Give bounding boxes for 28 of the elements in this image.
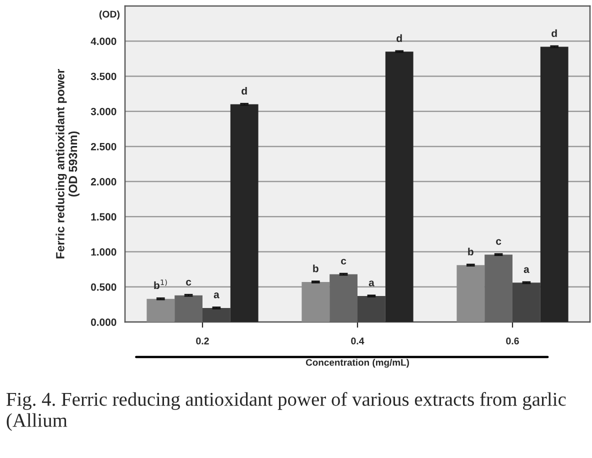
annotation: d [242,86,247,95]
annotation: a [214,292,220,298]
x-tick-label: 0.4 [351,338,364,344]
annotation: a [368,280,374,286]
y-tick-label: 4.000 [90,38,116,45]
annotation: d [396,34,402,42]
annotation: c [496,239,502,245]
caption: Fig. 4. Ferric reducing antioxidant power of various extracts from garlic (Allium [6,392,566,431]
y-tick-label: 3.000 [90,108,116,116]
x-tick-label: 0.2 [196,338,209,344]
annotation: c [341,258,346,265]
y-tick-label: 1.000 [91,248,116,256]
y-tick-label: 0.500 [91,283,116,291]
annotation: d [552,29,557,38]
annotation: b [313,264,318,272]
annotation: b$^{1)}$ [154,279,167,290]
y-axis-title: Ferric reducing antioxidant power (OD 593nm) [56,69,80,258]
x-axis-title: Concentration (mg/mL) [306,358,409,368]
y-tick-label: 2.000 [90,178,116,186]
annotation: a [524,267,530,273]
y-tick-label: 3.500 [90,72,116,80]
x-tick-label: 0.6 [506,338,519,344]
annotation: c [186,280,192,286]
text: (OD) [99,10,120,20]
y-tick-label: 2.500 [90,142,116,150]
annotation: b [468,248,474,256]
y-tick-label: 0.000 [91,318,116,326]
y-tick-label: 1.500 [91,213,116,221]
